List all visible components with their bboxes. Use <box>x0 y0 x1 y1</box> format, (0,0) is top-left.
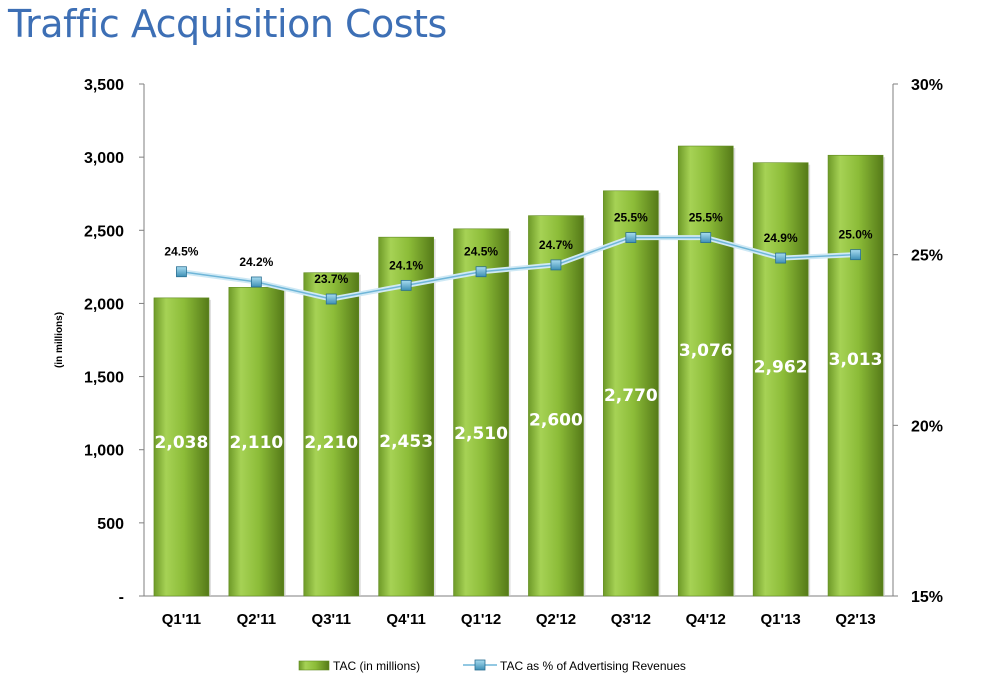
bar-series: 2,038 2,110 2,210 2,453 2,510 2,600 2,770 3,076… <box>153 145 886 597</box>
bar <box>603 190 659 597</box>
y2-tick-label: 25% <box>911 248 943 265</box>
line-value-label: 24.2% <box>239 255 273 269</box>
y-tick-label: - <box>119 589 124 606</box>
y2-tick-label: 15% <box>911 589 943 606</box>
line-marker <box>625 232 637 244</box>
x-axis-ticks: Q1'11 Q2'11 Q3'11 Q4'11 Q1'12 Q2'12 Q3'12 Q4'12… <box>162 611 876 628</box>
line-marker <box>475 266 487 278</box>
y-tick-label: 2,000 <box>84 296 124 313</box>
bar-value-label: 2,210 <box>304 433 358 453</box>
line-value-label: 25.0% <box>839 228 873 242</box>
line-marker <box>250 276 262 288</box>
bar <box>228 287 285 597</box>
line-value-label: 24.5% <box>164 245 198 259</box>
page-title: Traffic Acquisition Costs <box>8 2 447 46</box>
legend-bar-swatch <box>298 660 330 671</box>
right-axis-ticks: 15% 20% 25% 30% <box>893 77 943 606</box>
bar <box>453 228 509 597</box>
y-axis-label: (in millions) <box>54 312 65 368</box>
x-tick-label: Q4'12 <box>686 611 726 628</box>
line-value-label: 24.5% <box>464 245 498 259</box>
legend: TAC (in millions) TAC as % of Advertisin… <box>298 659 686 673</box>
line-value-label: 25.5% <box>689 211 723 225</box>
x-tick-label: Q2'13 <box>835 611 875 628</box>
y-tick-label: 1,500 <box>84 370 124 387</box>
legend-line-marker <box>474 659 486 671</box>
bar-value-label: 2,962 <box>754 358 808 378</box>
line-marker <box>700 232 712 244</box>
line-value-label: 24.9% <box>764 231 798 245</box>
legend-bar-label: TAC (in millions) <box>333 659 420 673</box>
y-tick-label: 500 <box>97 516 124 533</box>
x-tick-label: Q1'12 <box>461 611 501 628</box>
y-tick-label: 3,000 <box>84 150 124 167</box>
bar-value-label: 2,110 <box>229 433 283 453</box>
y-tick-label: 2,500 <box>84 223 124 240</box>
x-tick-label: Q4'11 <box>386 611 425 628</box>
line-value-label: 24.7% <box>539 238 573 252</box>
line-value-label: 24.1% <box>389 258 423 272</box>
x-tick-label: Q3'12 <box>611 611 651 628</box>
bar-value-label: 2,600 <box>529 411 583 431</box>
line-path <box>181 236 856 300</box>
line-marker <box>325 293 337 305</box>
bar <box>752 162 809 597</box>
bar-value-label: 2,510 <box>454 424 508 444</box>
bar-value-label: 3,076 <box>679 341 733 361</box>
bar <box>153 297 210 597</box>
line-marker <box>775 252 787 264</box>
x-tick-label: Q2'12 <box>536 611 576 628</box>
bar <box>677 145 734 597</box>
line-series: 24.5% 24.2% 23.7% 24.1% 24.5% 24.7% 25.5% 25.5%… <box>164 211 873 305</box>
bar-value-label: 2,453 <box>379 432 433 452</box>
x-tick-label: Q3'11 <box>312 611 351 628</box>
y-tick-label: 3,500 <box>84 77 124 94</box>
left-axis-ticks: - 500 1,000 1,500 2,000 2,500 3,000 3,500 <box>84 77 144 606</box>
bar <box>303 272 360 597</box>
bar-value-label: 2,038 <box>155 433 209 453</box>
bar <box>528 215 584 597</box>
line-value-label: 23.7% <box>314 272 348 286</box>
bar <box>827 154 884 597</box>
bar-value-label: 3,013 <box>829 350 883 370</box>
y2-tick-label: 30% <box>911 77 943 94</box>
line-marker <box>400 279 412 291</box>
y2-tick-label: 20% <box>911 418 943 435</box>
bar-value-label: 2,770 <box>604 386 658 406</box>
x-tick-label: Q1'13 <box>761 611 801 628</box>
bar <box>378 236 434 597</box>
y-tick-label: 1,000 <box>84 443 124 460</box>
line-marker <box>850 249 861 261</box>
line-marker <box>550 259 562 271</box>
line-value-label: 25.5% <box>614 211 648 225</box>
legend-line-label: TAC as % of Advertising Revenues <box>500 659 686 673</box>
x-tick-label: Q1'11 <box>162 611 201 628</box>
line-marker <box>176 266 187 278</box>
x-tick-label: Q2'11 <box>237 611 276 628</box>
